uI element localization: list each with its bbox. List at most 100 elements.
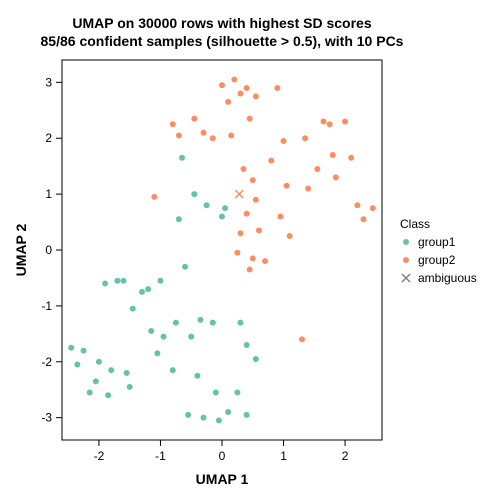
marker-x	[235, 190, 243, 198]
marker-circle	[194, 373, 200, 379]
marker-circle	[219, 82, 225, 88]
marker-circle	[74, 362, 80, 368]
marker-circle	[121, 278, 127, 284]
marker-circle	[262, 258, 268, 264]
marker-circle	[305, 186, 311, 192]
marker-circle	[154, 350, 160, 356]
marker-circle	[124, 370, 130, 376]
marker-circle	[161, 334, 167, 340]
marker-circle	[281, 138, 287, 144]
marker-circle	[68, 345, 74, 351]
marker-circle	[342, 118, 348, 124]
marker-circle	[151, 194, 157, 200]
marker-circle	[219, 213, 225, 219]
marker-circle	[179, 155, 185, 161]
marker-circle	[173, 320, 179, 326]
y-tick-label: 1	[45, 187, 52, 201]
marker-circle	[139, 289, 145, 295]
marker-circle	[244, 85, 250, 91]
marker-circle	[327, 121, 333, 127]
x-axis-label: UMAP 1	[196, 471, 249, 487]
legend-label: group1	[418, 235, 456, 249]
marker-circle	[204, 202, 210, 208]
marker-circle	[197, 317, 203, 323]
marker-circle	[210, 135, 216, 141]
x-tick-label: 0	[219, 449, 226, 463]
marker-circle	[250, 255, 256, 261]
marker-circle	[201, 415, 207, 421]
y-axis-label: UMAP 2	[13, 223, 29, 276]
marker-circle	[302, 135, 308, 141]
y-tick-label: -3	[41, 411, 52, 425]
chart-svg: -2-1012-3-2-10123UMAP 1UMAP 2UMAP on 300…	[0, 0, 504, 504]
chart-title-line1: UMAP on 30000 rows with highest SD score…	[72, 15, 371, 31]
marker-circle	[253, 197, 259, 203]
legend-marker-circle-icon	[403, 257, 409, 263]
plot-box	[62, 60, 382, 440]
marker-circle	[370, 205, 376, 211]
x-tick-label: 1	[280, 449, 287, 463]
legend-label: group2	[418, 253, 456, 267]
marker-circle	[228, 132, 234, 138]
marker-circle	[274, 85, 280, 91]
marker-circle	[314, 166, 320, 172]
marker-circle	[284, 183, 290, 189]
marker-circle	[145, 286, 151, 292]
marker-circle	[87, 390, 93, 396]
marker-circle	[102, 281, 108, 287]
marker-circle	[237, 320, 243, 326]
marker-circle	[253, 356, 259, 362]
y-tick-label: -2	[41, 355, 52, 369]
marker-circle	[256, 227, 262, 233]
marker-circle	[114, 278, 120, 284]
marker-circle	[182, 264, 188, 270]
marker-circle	[105, 392, 111, 398]
marker-circle	[277, 213, 283, 219]
marker-circle	[244, 342, 250, 348]
marker-circle	[176, 216, 182, 222]
marker-circle	[237, 91, 243, 97]
legend-title: Class	[400, 217, 430, 231]
marker-circle	[234, 250, 240, 256]
marker-circle	[148, 328, 154, 334]
marker-circle	[157, 278, 163, 284]
legend-marker-circle-icon	[403, 239, 409, 245]
marker-circle	[216, 417, 222, 423]
marker-circle	[321, 118, 327, 124]
x-tick-label: -2	[94, 449, 105, 463]
marker-circle	[268, 158, 274, 164]
marker-circle	[225, 409, 231, 415]
marker-circle	[250, 177, 256, 183]
y-tick-label: -1	[41, 299, 52, 313]
marker-circle	[176, 132, 182, 138]
marker-circle	[188, 334, 194, 340]
marker-circle	[237, 230, 243, 236]
marker-circle	[361, 216, 367, 222]
y-tick-label: 0	[45, 243, 52, 257]
marker-circle	[210, 320, 216, 326]
marker-circle	[241, 166, 247, 172]
marker-circle	[201, 130, 207, 136]
marker-circle	[93, 378, 99, 384]
marker-circle	[130, 306, 136, 312]
marker-circle	[213, 390, 219, 396]
marker-circle	[299, 336, 305, 342]
y-tick-label: 2	[45, 131, 52, 145]
legend-label: ambiguous	[418, 271, 477, 285]
marker-circle	[354, 202, 360, 208]
y-tick-label: 3	[45, 75, 52, 89]
marker-circle	[108, 367, 114, 373]
marker-circle	[222, 205, 228, 211]
marker-circle	[348, 155, 354, 161]
marker-circle	[333, 174, 339, 180]
marker-circle	[170, 121, 176, 127]
marker-circle	[185, 412, 191, 418]
marker-circle	[244, 412, 250, 418]
marker-circle	[96, 359, 102, 365]
marker-circle	[225, 99, 231, 105]
marker-circle	[170, 367, 176, 373]
marker-circle	[127, 384, 133, 390]
marker-circle	[247, 267, 253, 273]
marker-circle	[330, 152, 336, 158]
marker-circle	[191, 116, 197, 122]
